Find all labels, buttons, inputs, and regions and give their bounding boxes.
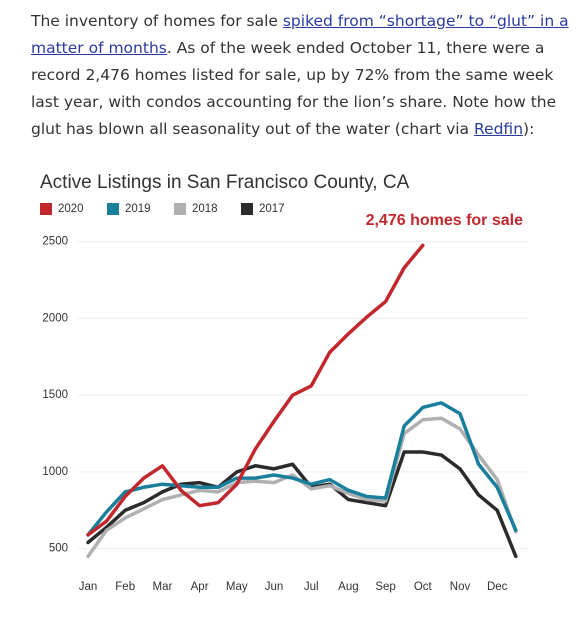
x-tick-label: Feb bbox=[115, 581, 135, 593]
legend-label: 2017 bbox=[259, 203, 285, 215]
chart-title: Active Listings in San Francisco County,… bbox=[40, 172, 410, 193]
x-tick-label: Mar bbox=[152, 581, 172, 593]
y-tick-label: 500 bbox=[49, 543, 68, 555]
legend-label: 2018 bbox=[192, 203, 218, 215]
series-line bbox=[86, 243, 425, 537]
x-tick-label: Aug bbox=[338, 581, 358, 593]
legend-label: 2019 bbox=[125, 203, 151, 215]
y-tick-label: 2500 bbox=[42, 236, 68, 248]
x-tick-label: Jul bbox=[304, 581, 319, 593]
legend-swatch bbox=[40, 203, 52, 215]
text: The inventory of homes for sale bbox=[31, 12, 283, 30]
series-line bbox=[86, 450, 518, 559]
link[interactable]: Redfin bbox=[473, 120, 524, 138]
x-tick-label: Oct bbox=[414, 581, 433, 593]
legend-swatch bbox=[241, 203, 253, 215]
y-tick-label: 1500 bbox=[42, 389, 68, 401]
x-tick-label: Jun bbox=[265, 581, 284, 593]
legend-swatch bbox=[107, 203, 119, 215]
annotation: 2,476 homes for sale bbox=[366, 212, 524, 229]
legend-swatch bbox=[174, 203, 186, 215]
x-tick-label: May bbox=[226, 581, 248, 593]
x-tick-label: Apr bbox=[191, 581, 209, 593]
x-tick-label: Sep bbox=[375, 581, 395, 593]
text: . As of the week ended October 11, there… bbox=[31, 39, 557, 138]
y-tick-label: 1000 bbox=[42, 466, 68, 478]
y-tick-label: 2000 bbox=[42, 312, 68, 324]
chart: Active Listings in San Francisco County,… bbox=[40, 172, 528, 593]
x-tick-label: Jan bbox=[79, 581, 98, 593]
legend-label: 2020 bbox=[58, 203, 84, 215]
series-line bbox=[86, 401, 518, 537]
text: ): bbox=[523, 120, 535, 138]
x-tick-label: Dec bbox=[487, 581, 508, 593]
paragraph: The inventory of homes for sale spiked f… bbox=[31, 8, 576, 143]
x-tick-label: Nov bbox=[450, 581, 471, 593]
link[interactable]: spiked from “shortage” to “glut” in a ma… bbox=[31, 12, 569, 57]
